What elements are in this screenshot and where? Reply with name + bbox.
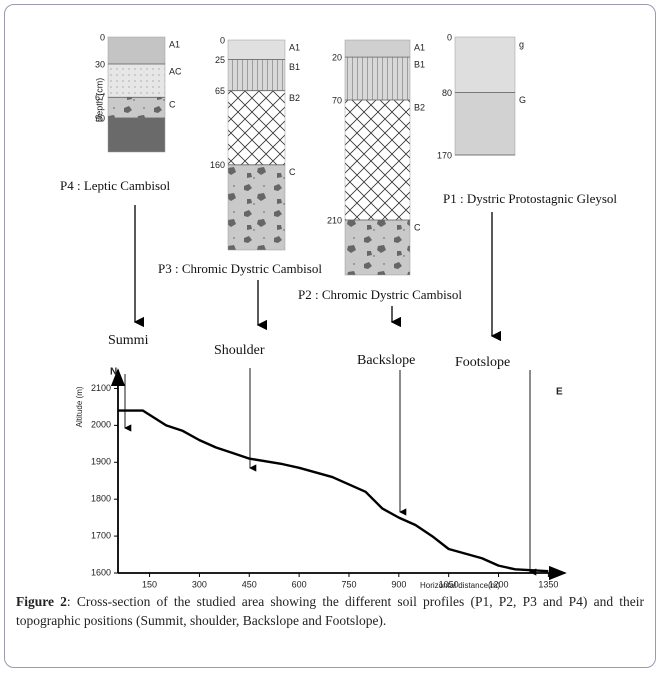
position-label: Footslope [455, 355, 510, 370]
y-tick-label: 1800 [91, 494, 111, 504]
depth-label: 25 [215, 55, 225, 65]
y-tick-label: 1700 [91, 530, 111, 540]
horizon [108, 64, 165, 97]
y-tick-label: 2000 [91, 420, 111, 430]
horizon [108, 118, 165, 152]
depth-label: 65 [215, 86, 225, 96]
horizon [228, 40, 285, 60]
horizon-name: A1 [289, 42, 300, 52]
x-tick-label: 1050 [439, 579, 459, 589]
x-tick-label: 300 [192, 579, 207, 589]
depth-label: 160 [210, 160, 225, 170]
caption-label: Figure 2 [16, 594, 67, 609]
horizon [228, 91, 285, 165]
horizon [108, 37, 165, 64]
horizon [108, 97, 165, 118]
horizon [345, 100, 410, 220]
x-tick-label: 750 [341, 579, 356, 589]
horizon-name: A1 [169, 39, 180, 49]
x-tick-label: 1200 [489, 579, 509, 589]
x-tick-label: 1350 [538, 579, 558, 589]
depth-label: 20 [332, 53, 342, 63]
y-tick-label: 2100 [91, 383, 111, 393]
y-axis-label: Altitude (m) [75, 386, 84, 427]
page: {"profiles": [ {"label": "P4 : Leptic Ca… [0, 0, 662, 674]
depth-label: 80 [442, 88, 452, 98]
y-tick-label: 1600 [91, 567, 111, 577]
position-label: Summi [108, 333, 149, 348]
depth-label: 210 [327, 215, 342, 225]
east-label: E [556, 387, 563, 398]
depth-label: 30 [95, 59, 105, 69]
depth-label: 0 [220, 35, 225, 45]
position-label: Shoulder [214, 343, 265, 358]
horizon [228, 60, 285, 91]
caption: Figure 2: Cross-section of the studied a… [16, 592, 644, 630]
profile-label: P2 : Chromic Dystric Cambisol [298, 287, 462, 302]
horizon-name: g [519, 39, 524, 49]
x-tick-label: 900 [391, 579, 406, 589]
horizon-name: B2 [289, 93, 300, 103]
depth-label: 67 [95, 93, 105, 103]
x-tick-label: 150 [142, 579, 157, 589]
horizon [345, 220, 410, 275]
position-label: Backslope [357, 353, 415, 368]
horizon-name: A1 [414, 42, 425, 52]
depth-label: 170 [437, 150, 452, 160]
horizon-name: G [519, 95, 526, 105]
horizon-name: AC [169, 66, 182, 76]
horizon [228, 165, 285, 250]
horizon-name: B1 [414, 60, 425, 70]
north-label: N [110, 367, 117, 378]
profile-label: P4 : Leptic Cambisol [60, 178, 171, 193]
horizon-name: B2 [414, 102, 425, 112]
x-tick-label: 600 [292, 579, 307, 589]
depth-label: 70 [332, 95, 342, 105]
depth-label: 90 [95, 113, 105, 123]
profile-label: P1 : Dystric Protostagnic Gleysol [443, 191, 617, 206]
horizon [455, 37, 515, 93]
depth-label: 0 [100, 32, 105, 42]
depth-label: 0 [447, 32, 452, 42]
caption-text: : Cross-section of the studied area show… [16, 594, 644, 628]
horizon-name: C [414, 222, 421, 232]
profile-label: P3 : Chromic Dystric Cambisol [158, 261, 322, 276]
horizon [455, 93, 515, 155]
horizon-name: C [289, 167, 296, 177]
horizon [345, 40, 410, 57]
altitude-line [118, 411, 548, 572]
horizon [345, 57, 410, 100]
x-tick-label: 450 [242, 579, 257, 589]
y-tick-label: 1900 [91, 457, 111, 467]
horizon-name: C [169, 100, 176, 110]
horizon-name: B1 [289, 62, 300, 72]
